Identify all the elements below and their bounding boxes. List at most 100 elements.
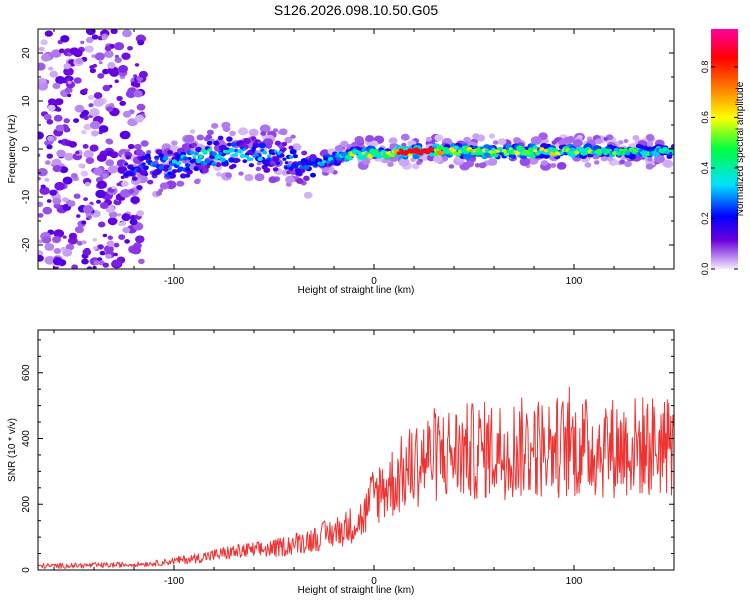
ridge-cell [171, 159, 177, 164]
ridge-cell [195, 146, 203, 153]
ridge-cell [249, 157, 254, 161]
ridge-cell [152, 163, 158, 168]
noise-cell [133, 74, 138, 78]
noise-cell [63, 67, 74, 76]
ridge-cell [171, 169, 178, 174]
ridge-cell [533, 149, 538, 153]
ridge-cell [282, 157, 287, 161]
ridge-halo-cell [647, 157, 653, 162]
ridge-cell [429, 152, 435, 157]
colorbar-label: Normalized spectral amplitude [735, 81, 746, 216]
ridge-halo-cell [492, 140, 499, 145]
colorbar-gradient [711, 29, 738, 269]
ridge-halo-cell [412, 163, 420, 170]
noise-cell [133, 90, 143, 98]
noise-cell [50, 49, 62, 58]
ridge-cell [211, 151, 217, 156]
noise-cell [85, 29, 96, 36]
noise-cell [38, 201, 44, 207]
noise-cell [93, 92, 103, 99]
noise-cell [127, 143, 135, 150]
y-tick-label: 0 [21, 567, 32, 573]
x-tick-label: -100 [164, 276, 184, 287]
ridge-halo-cell [268, 176, 278, 184]
noise-cell [105, 50, 113, 57]
noise-cell [107, 62, 116, 69]
ridge-cell [275, 161, 280, 165]
noise-cell [81, 240, 87, 245]
ridge-cell [651, 150, 657, 155]
noise-cell [121, 213, 131, 221]
noise-cell [134, 114, 145, 123]
ridge-halo-cell [290, 134, 296, 139]
ridge-halo-cell [134, 143, 142, 150]
ridge-halo-cell [472, 133, 480, 140]
ridge-halo-cell [400, 133, 410, 141]
ridge-halo-cell [425, 136, 433, 142]
ridge-halo-cell [319, 151, 325, 156]
noise-cell [135, 235, 145, 244]
colorbar-tick-label: 0.6 [700, 111, 710, 124]
noise-cell [106, 150, 113, 156]
noise-cell [83, 197, 88, 202]
noise-cell [58, 140, 63, 144]
noise-cell [41, 53, 51, 62]
noise-cell [114, 57, 122, 63]
ridge-halo-cell [279, 128, 288, 136]
noise-cell [60, 35, 70, 43]
noise-cell [67, 200, 76, 207]
noise-cell [94, 52, 105, 61]
ridge-halo-cell [479, 162, 487, 168]
x-tick-label: 0 [371, 276, 377, 287]
noise-cell [38, 46, 45, 52]
ridge-cell [581, 148, 586, 152]
ridge-cell [570, 147, 576, 152]
ridge-halo-cell [541, 160, 548, 166]
ridge-cell [532, 145, 538, 150]
ridge-cell [322, 160, 326, 164]
ridge-halo-cell [346, 144, 352, 149]
ridge-cell [437, 145, 444, 151]
noise-cell [38, 168, 48, 177]
ridge-cell [193, 167, 199, 172]
ridge-cell [147, 179, 154, 185]
ridge-halo-cell [287, 160, 293, 165]
noise-cell [67, 80, 72, 85]
ridge-halo-cell [303, 191, 313, 199]
noise-cell [68, 141, 78, 148]
ridge-cell [180, 173, 187, 179]
ridge-cell [127, 171, 134, 176]
noise-cell [110, 29, 118, 35]
noise-cell [118, 222, 123, 226]
ridge-halo-cell [128, 188, 135, 194]
noise-cell [134, 63, 140, 67]
ridge-cell [206, 140, 213, 146]
ridge-halo-cell [176, 180, 185, 187]
noise-cell [84, 45, 94, 53]
noise-cell [47, 135, 55, 142]
noise-cell [47, 98, 57, 105]
ridge-cell [286, 164, 291, 168]
y-tick-label: 10 [21, 95, 32, 107]
noise-cell [70, 173, 78, 179]
noise-cell [116, 213, 122, 217]
ridge-cell [303, 175, 310, 181]
spectrogram-cells [38, 29, 674, 269]
x-tick-label: 0 [371, 576, 377, 587]
ridge-cell [539, 147, 545, 152]
ridge-cell [510, 154, 517, 159]
y-tick-label: 0 [21, 146, 32, 152]
noise-cell [52, 257, 63, 266]
ridge-halo-cell [284, 136, 293, 144]
ridge-cell [267, 154, 271, 158]
noise-cell [55, 107, 62, 112]
noise-cell [40, 77, 45, 82]
ridge-halo-cell [513, 137, 521, 144]
ridge-cell [542, 151, 546, 155]
ridge-halo-cell [254, 173, 265, 182]
noise-cell [89, 108, 100, 117]
ridge-halo-cell [550, 163, 557, 168]
ridge-cell [143, 166, 149, 171]
ridge-halo-cell [488, 133, 496, 139]
ridge-halo-cell [244, 174, 254, 182]
